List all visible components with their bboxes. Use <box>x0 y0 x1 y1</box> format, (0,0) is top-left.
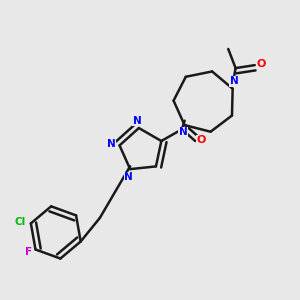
Text: F: F <box>25 248 32 257</box>
Text: O: O <box>197 135 206 146</box>
Text: N: N <box>230 76 239 86</box>
Text: Cl: Cl <box>15 217 26 227</box>
Text: O: O <box>256 59 266 69</box>
Text: N: N <box>179 128 188 137</box>
Text: N: N <box>107 139 116 149</box>
Text: N: N <box>124 172 133 182</box>
Text: N: N <box>133 116 142 126</box>
